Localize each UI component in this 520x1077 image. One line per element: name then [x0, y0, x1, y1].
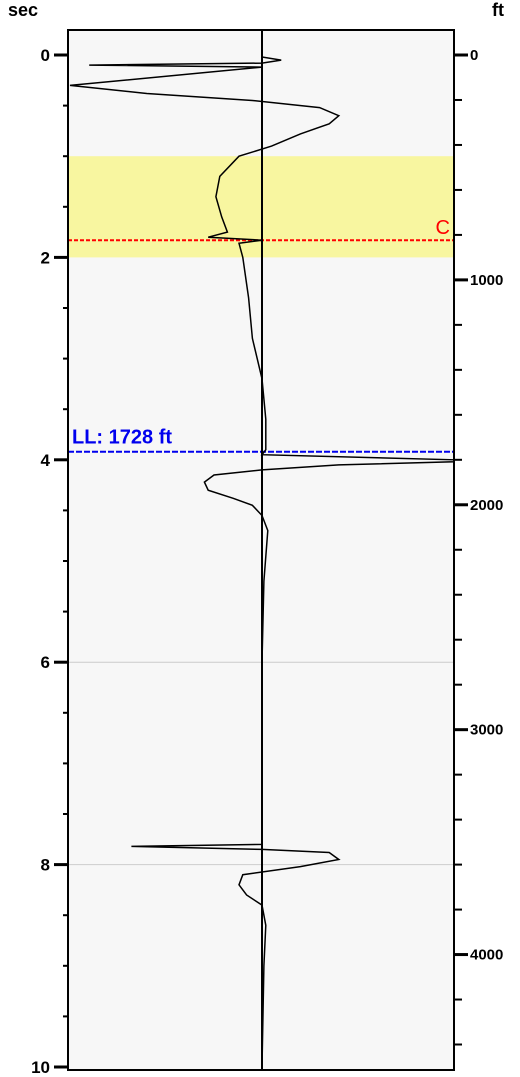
right-axis-title: ft [492, 0, 504, 20]
left-tick-label: 6 [41, 653, 50, 672]
right-tick-label: 1000 [470, 272, 503, 289]
signal-trace [69, 55, 455, 1068]
zone-c-label: C [436, 217, 450, 239]
left-axis-title: sec [8, 0, 38, 20]
right-tick-label: 4000 [470, 947, 503, 964]
right-tick-label: 0 [470, 47, 478, 64]
right-tick-label: 2000 [470, 497, 503, 514]
left-tick-label: 4 [41, 451, 51, 470]
left-tick-label: 0 [41, 46, 50, 65]
right-tick-label: 3000 [470, 722, 503, 739]
level-line-label: LL: 1728 ft [72, 427, 172, 449]
left-tick-label: 8 [41, 856, 50, 875]
right-axis-ft: 0 1000 2000 3000 4000 [454, 47, 503, 1046]
left-axis-sec: 0 2 4 6 8 10 [31, 46, 68, 1077]
left-tick-label: 10 [31, 1058, 50, 1077]
left-tick-label: 2 [41, 248, 50, 267]
